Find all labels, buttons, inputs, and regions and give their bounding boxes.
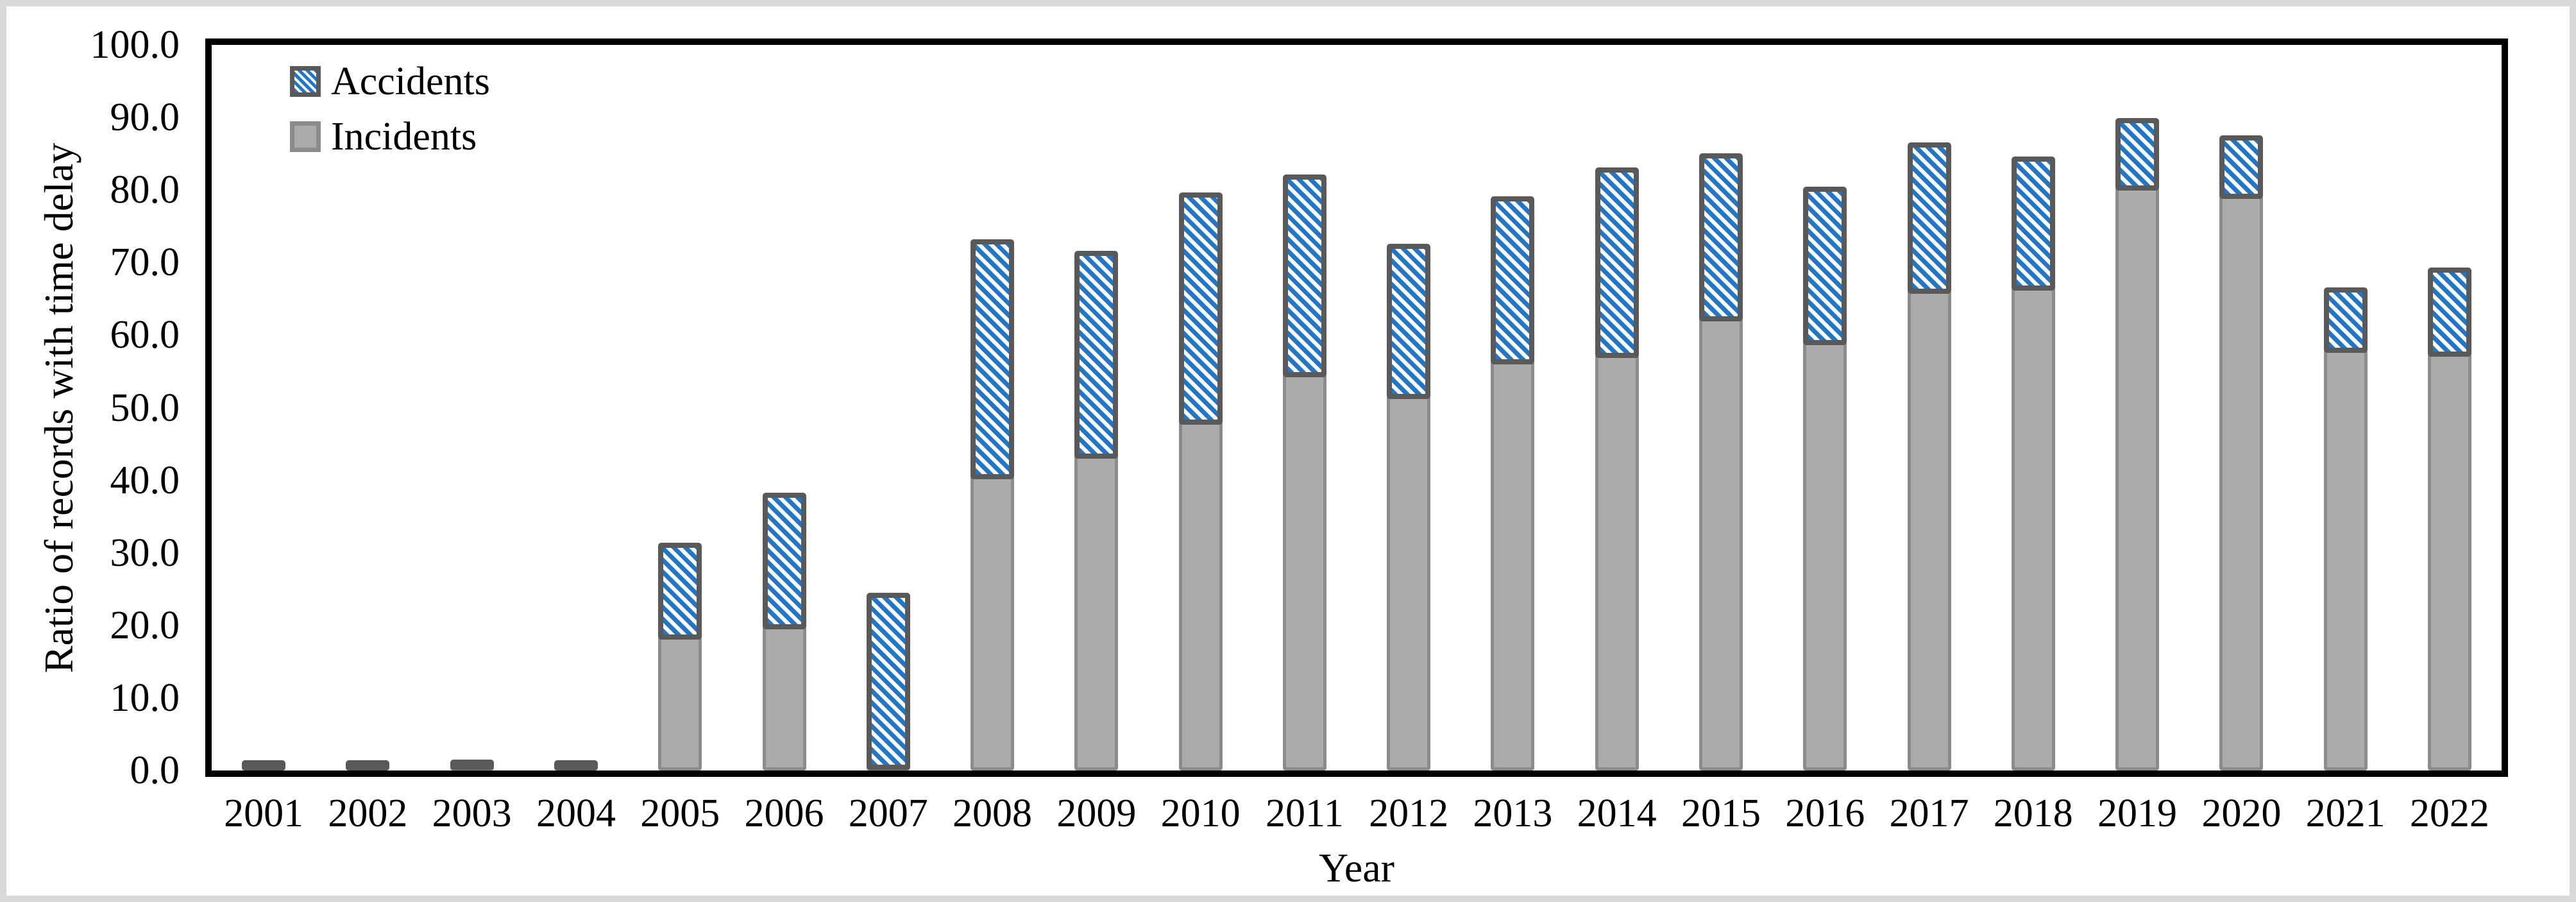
- y-tick-label-30.0: 30.0: [110, 531, 180, 575]
- bar-2012-incidents: [1387, 396, 1431, 770]
- bar-2013-accidents: [1491, 196, 1535, 365]
- bar-2017-accidents: [1907, 142, 1951, 294]
- bar-2019-incidents: [2115, 187, 2160, 770]
- x-tick-label-2001: 2001: [224, 792, 304, 835]
- x-tick-label-2007: 2007: [848, 792, 928, 835]
- bar-2020-accidents: [2219, 135, 2264, 200]
- bar-2009-accidents: [1074, 251, 1119, 459]
- bar-2017-incidents: [1907, 291, 1951, 770]
- bar-2014-incidents: [1595, 354, 1639, 770]
- bar-2010-incidents: [1178, 421, 1223, 770]
- bar-2015-accidents: [1699, 153, 1743, 322]
- bar-2021-incidents: [2323, 350, 2368, 770]
- bar-2001-accidents: [242, 760, 286, 770]
- bar-2020-incidents: [2219, 196, 2264, 770]
- x-tick-label-2020: 2020: [2201, 792, 2282, 835]
- bar-2009-incidents: [1074, 455, 1119, 770]
- x-tick-label-2019: 2019: [2097, 792, 2178, 835]
- legend-item-accidents: Accidents: [290, 59, 490, 104]
- y-tick-label-20.0: 20.0: [110, 603, 180, 647]
- bar-2013-incidents: [1491, 361, 1535, 770]
- bar-2003-accidents: [450, 760, 494, 770]
- x-tick-label-2014: 2014: [1577, 792, 1657, 835]
- legend-item-incidents: Incidents: [290, 114, 490, 159]
- x-tick-label-2005: 2005: [640, 792, 720, 835]
- bar-2005-accidents: [658, 542, 702, 640]
- y-tick-label-60.0: 60.0: [110, 313, 180, 357]
- blue-diagonal-hatch-swatch-icon: [290, 66, 321, 97]
- y-tick-label-10.0: 10.0: [110, 676, 180, 720]
- x-tick-label-2002: 2002: [328, 792, 408, 835]
- bar-2002-accidents: [346, 760, 390, 770]
- y-tick-label-40.0: 40.0: [110, 458, 180, 502]
- x-axis-title: Year: [1319, 845, 1394, 890]
- bar-2018-incidents: [2011, 287, 2055, 770]
- bar-2005-incidents: [658, 636, 702, 770]
- y-tick-label-50.0: 50.0: [110, 386, 180, 430]
- bar-2016-incidents: [1803, 341, 1847, 770]
- x-tick-label-2016: 2016: [1785, 792, 1865, 835]
- bar-2006-accidents: [762, 492, 806, 629]
- x-tick-label-2013: 2013: [1473, 792, 1553, 835]
- x-tick-label-2018: 2018: [1993, 792, 2073, 835]
- bar-2022-incidents: [2427, 353, 2471, 770]
- legend-label-incidents: Incidents: [331, 115, 477, 158]
- x-tick-label-2012: 2012: [1369, 792, 1449, 835]
- bar-2007-accidents: [866, 592, 910, 770]
- x-tick-label-2021: 2021: [2305, 792, 2385, 835]
- x-tick-label-2017: 2017: [1889, 792, 1969, 835]
- y-tick-label-0.0: 0.0: [130, 749, 180, 792]
- x-tick-label-2008: 2008: [953, 792, 1033, 835]
- legend-label-accidents: Accidents: [331, 60, 490, 103]
- x-tick-label-2003: 2003: [432, 792, 512, 835]
- y-tick-label-70.0: 70.0: [110, 241, 180, 285]
- bar-2012-accidents: [1387, 243, 1431, 400]
- bar-2015-incidents: [1699, 318, 1743, 770]
- gray-solid-swatch-icon: [290, 121, 321, 152]
- bar-2010-accidents: [1178, 192, 1223, 425]
- y-tick-label-80.0: 80.0: [110, 168, 180, 212]
- x-tick-label-2010: 2010: [1160, 792, 1241, 835]
- bar-2011-accidents: [1282, 174, 1326, 378]
- legend: Accidents Incidents: [290, 59, 490, 169]
- bar-2018-accidents: [2011, 157, 2055, 291]
- bar-2016-accidents: [1803, 186, 1847, 345]
- x-tick-label-2006: 2006: [744, 792, 824, 835]
- x-tick-label-2011: 2011: [1266, 792, 1344, 835]
- bar-2014-accidents: [1595, 167, 1639, 358]
- y-tick-label-90.0: 90.0: [110, 96, 180, 140]
- bar-2004-accidents: [554, 760, 598, 770]
- bars-layer: [212, 45, 2502, 770]
- bar-2022-accidents: [2427, 268, 2471, 357]
- x-tick-label-2022: 2022: [2409, 792, 2489, 835]
- x-tick-label-2004: 2004: [536, 792, 616, 835]
- bar-2008-accidents: [970, 239, 1015, 479]
- x-tick-label-2015: 2015: [1681, 792, 1761, 835]
- bar-2021-accidents: [2323, 287, 2368, 353]
- bar-2006-incidents: [762, 625, 806, 770]
- bar-2008-incidents: [970, 475, 1015, 770]
- x-tick-label-2009: 2009: [1056, 792, 1137, 835]
- bar-2019-accidents: [2115, 118, 2160, 191]
- y-tick-label-100.0: 100.0: [90, 23, 180, 67]
- bar-2011-incidents: [1282, 374, 1326, 770]
